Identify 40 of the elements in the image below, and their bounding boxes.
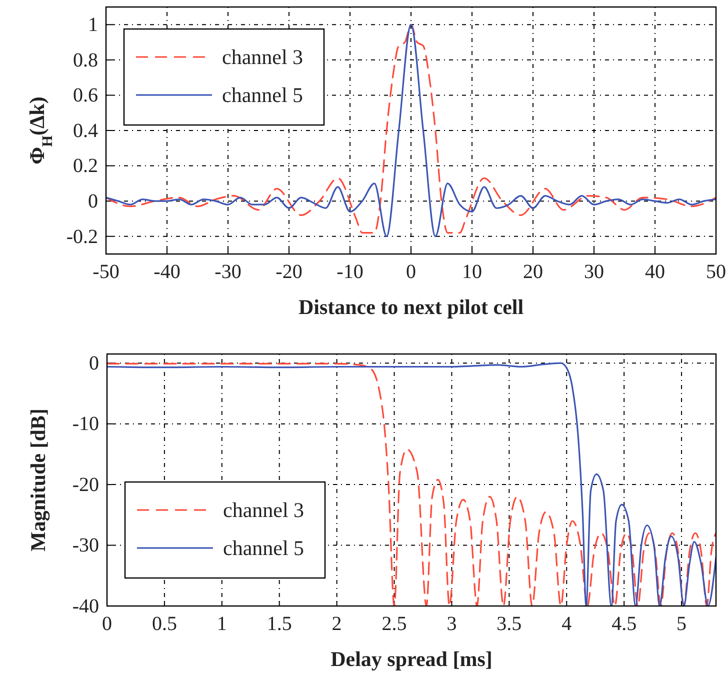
legend-label: channel 5 <box>223 536 304 560</box>
y-tick-label: 0.4 <box>73 120 98 142</box>
x-tick-label: 4.5 <box>612 613 637 636</box>
x-tick-label: 20 <box>523 261 543 284</box>
x-tick-label: 0 <box>406 261 416 284</box>
x-tick-label: 2 <box>332 613 342 636</box>
x-tick-label: 2.5 <box>382 613 407 636</box>
y-tick-label: 0.6 <box>73 84 98 107</box>
y-tick-label: 0 <box>89 352 99 375</box>
y-axis-title: Magnitude [dB] <box>26 408 50 552</box>
x-tick-label: 30 <box>584 261 604 284</box>
x-tick-label: 4 <box>562 613 572 636</box>
x-tick-label: 1 <box>216 613 227 636</box>
x-tick-label: -40 <box>154 261 180 284</box>
y-tick-label: -20 <box>72 474 99 496</box>
x-tick-label: 40 <box>645 261 665 284</box>
x-tick-label: 1.5 <box>266 613 292 636</box>
x-tick-label: 5 <box>676 613 687 636</box>
x-axis-title: Delay spread [ms] <box>330 647 492 671</box>
y-tick-label: 0 <box>88 190 98 212</box>
y-tick-label: -30 <box>72 534 99 557</box>
x-tick-label: 50 <box>706 261 726 284</box>
y-tick-label: 0.8 <box>73 49 98 72</box>
x-tick-label: 3.5 <box>496 613 522 636</box>
x-tick-label: 3 <box>446 613 457 636</box>
x-tick-label: -50 <box>92 261 120 284</box>
x-axis-title: Distance to next pilot cell <box>298 295 524 319</box>
y-tick-label: 0.2 <box>73 155 98 178</box>
y-tick-label: -0.2 <box>66 226 98 248</box>
x-tick-label: -10 <box>336 261 364 284</box>
x-tick-label: -30 <box>214 261 242 284</box>
legend-label: channel 5 <box>222 83 304 107</box>
y-tick-label: -40 <box>72 595 99 618</box>
legend-label: channel 3 <box>223 498 304 522</box>
y-tick-label: -10 <box>72 413 99 436</box>
legend-label: channel 3 <box>222 45 304 69</box>
x-tick-label: -20 <box>276 261 302 284</box>
y-tick-label: 1 <box>88 14 98 36</box>
x-tick-label: 10 <box>462 261 482 284</box>
x-tick-label: 0.5 <box>152 613 177 636</box>
